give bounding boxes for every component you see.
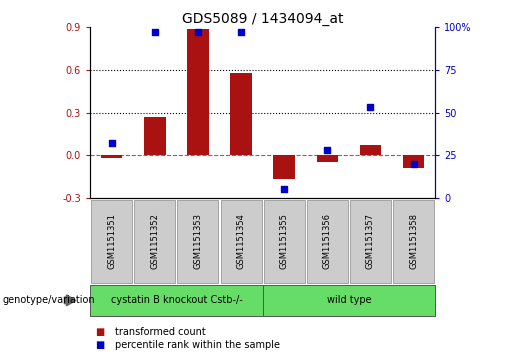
Bar (403, 155, 424, 168)
Title: GDS5089 / 1434094_at: GDS5089 / 1434094_at (182, 12, 344, 26)
Point (151, 29, 159, 35)
Text: GSM1151358: GSM1151358 (409, 213, 418, 269)
Text: GSM1151351: GSM1151351 (107, 213, 116, 269)
Point (409, 161, 418, 167)
Bar (317, 155, 338, 162)
Text: GSM1151355: GSM1151355 (280, 213, 289, 269)
Text: wild type: wild type (327, 295, 371, 305)
Text: GSM1151352: GSM1151352 (150, 213, 159, 269)
Point (280, 187, 288, 192)
Point (108, 140, 116, 146)
Point (237, 29, 245, 35)
Text: genotype/variation: genotype/variation (3, 295, 95, 305)
Point (366, 105, 374, 110)
Bar (230, 73, 252, 155)
Text: GSM1151353: GSM1151353 (194, 213, 202, 269)
Point (323, 147, 332, 153)
Text: GSM1151356: GSM1151356 (323, 213, 332, 269)
Text: cystatin B knockout Cstb-/-: cystatin B knockout Cstb-/- (111, 295, 242, 305)
Bar (144, 117, 166, 155)
Bar (273, 155, 295, 179)
Text: transformed count: transformed count (115, 327, 205, 337)
Bar (187, 29, 209, 155)
Point (194, 29, 202, 35)
Text: GSM1151354: GSM1151354 (236, 213, 246, 269)
Text: GSM1151357: GSM1151357 (366, 213, 375, 269)
Bar (101, 155, 123, 158)
Text: ■: ■ (95, 327, 105, 337)
Text: percentile rank within the sample: percentile rank within the sample (115, 340, 280, 350)
Text: ■: ■ (95, 340, 105, 350)
Bar (359, 145, 381, 155)
